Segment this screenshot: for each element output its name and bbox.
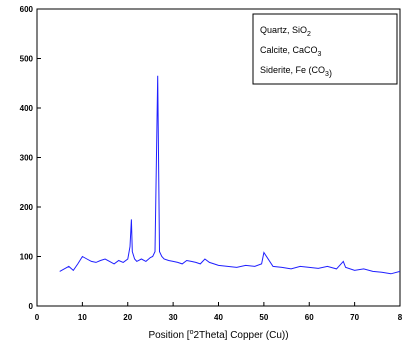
y-tick-label: 200	[20, 203, 34, 212]
x-axis-ticks: 0 10 20 30 40 50 60 70 8	[35, 302, 402, 322]
y-tick-label: 0	[29, 302, 34, 311]
series-line	[59, 75, 401, 275]
x-tick-label: 60	[305, 313, 314, 322]
x-tick-label: 20	[123, 313, 132, 322]
x-tick-label: 70	[350, 313, 359, 322]
legend: Quartz, SiO2 Calcite, CaCO3 Siderite, Fe (…	[252, 13, 398, 85]
x-tick-label: 8	[398, 313, 402, 322]
y-tick-label: 300	[20, 154, 34, 163]
y-tick-label: 400	[20, 104, 34, 113]
y-tick-label: 500	[20, 55, 34, 64]
x-axis-label: Position [o2Theta] Copper (Cu))	[148, 329, 288, 341]
x-tick-label: 40	[214, 313, 223, 322]
x-tick-label: 50	[259, 313, 268, 322]
x-tick-label: 30	[169, 313, 178, 322]
x-tick-label: 10	[78, 313, 87, 322]
legend-entry: Siderite, Fe (CO3)	[260, 65, 332, 78]
y-axis-ticks: 0 100 200 300 400 500 600	[20, 5, 41, 311]
legend-box	[252, 13, 398, 85]
y-tick-label: 600	[20, 5, 34, 14]
x-tick-label: 0	[35, 313, 40, 322]
y-tick-label: 100	[20, 253, 34, 262]
legend-entry: Calcite, CaCO3	[260, 45, 322, 58]
legend-entry: Quartz, SiO2	[260, 25, 311, 38]
